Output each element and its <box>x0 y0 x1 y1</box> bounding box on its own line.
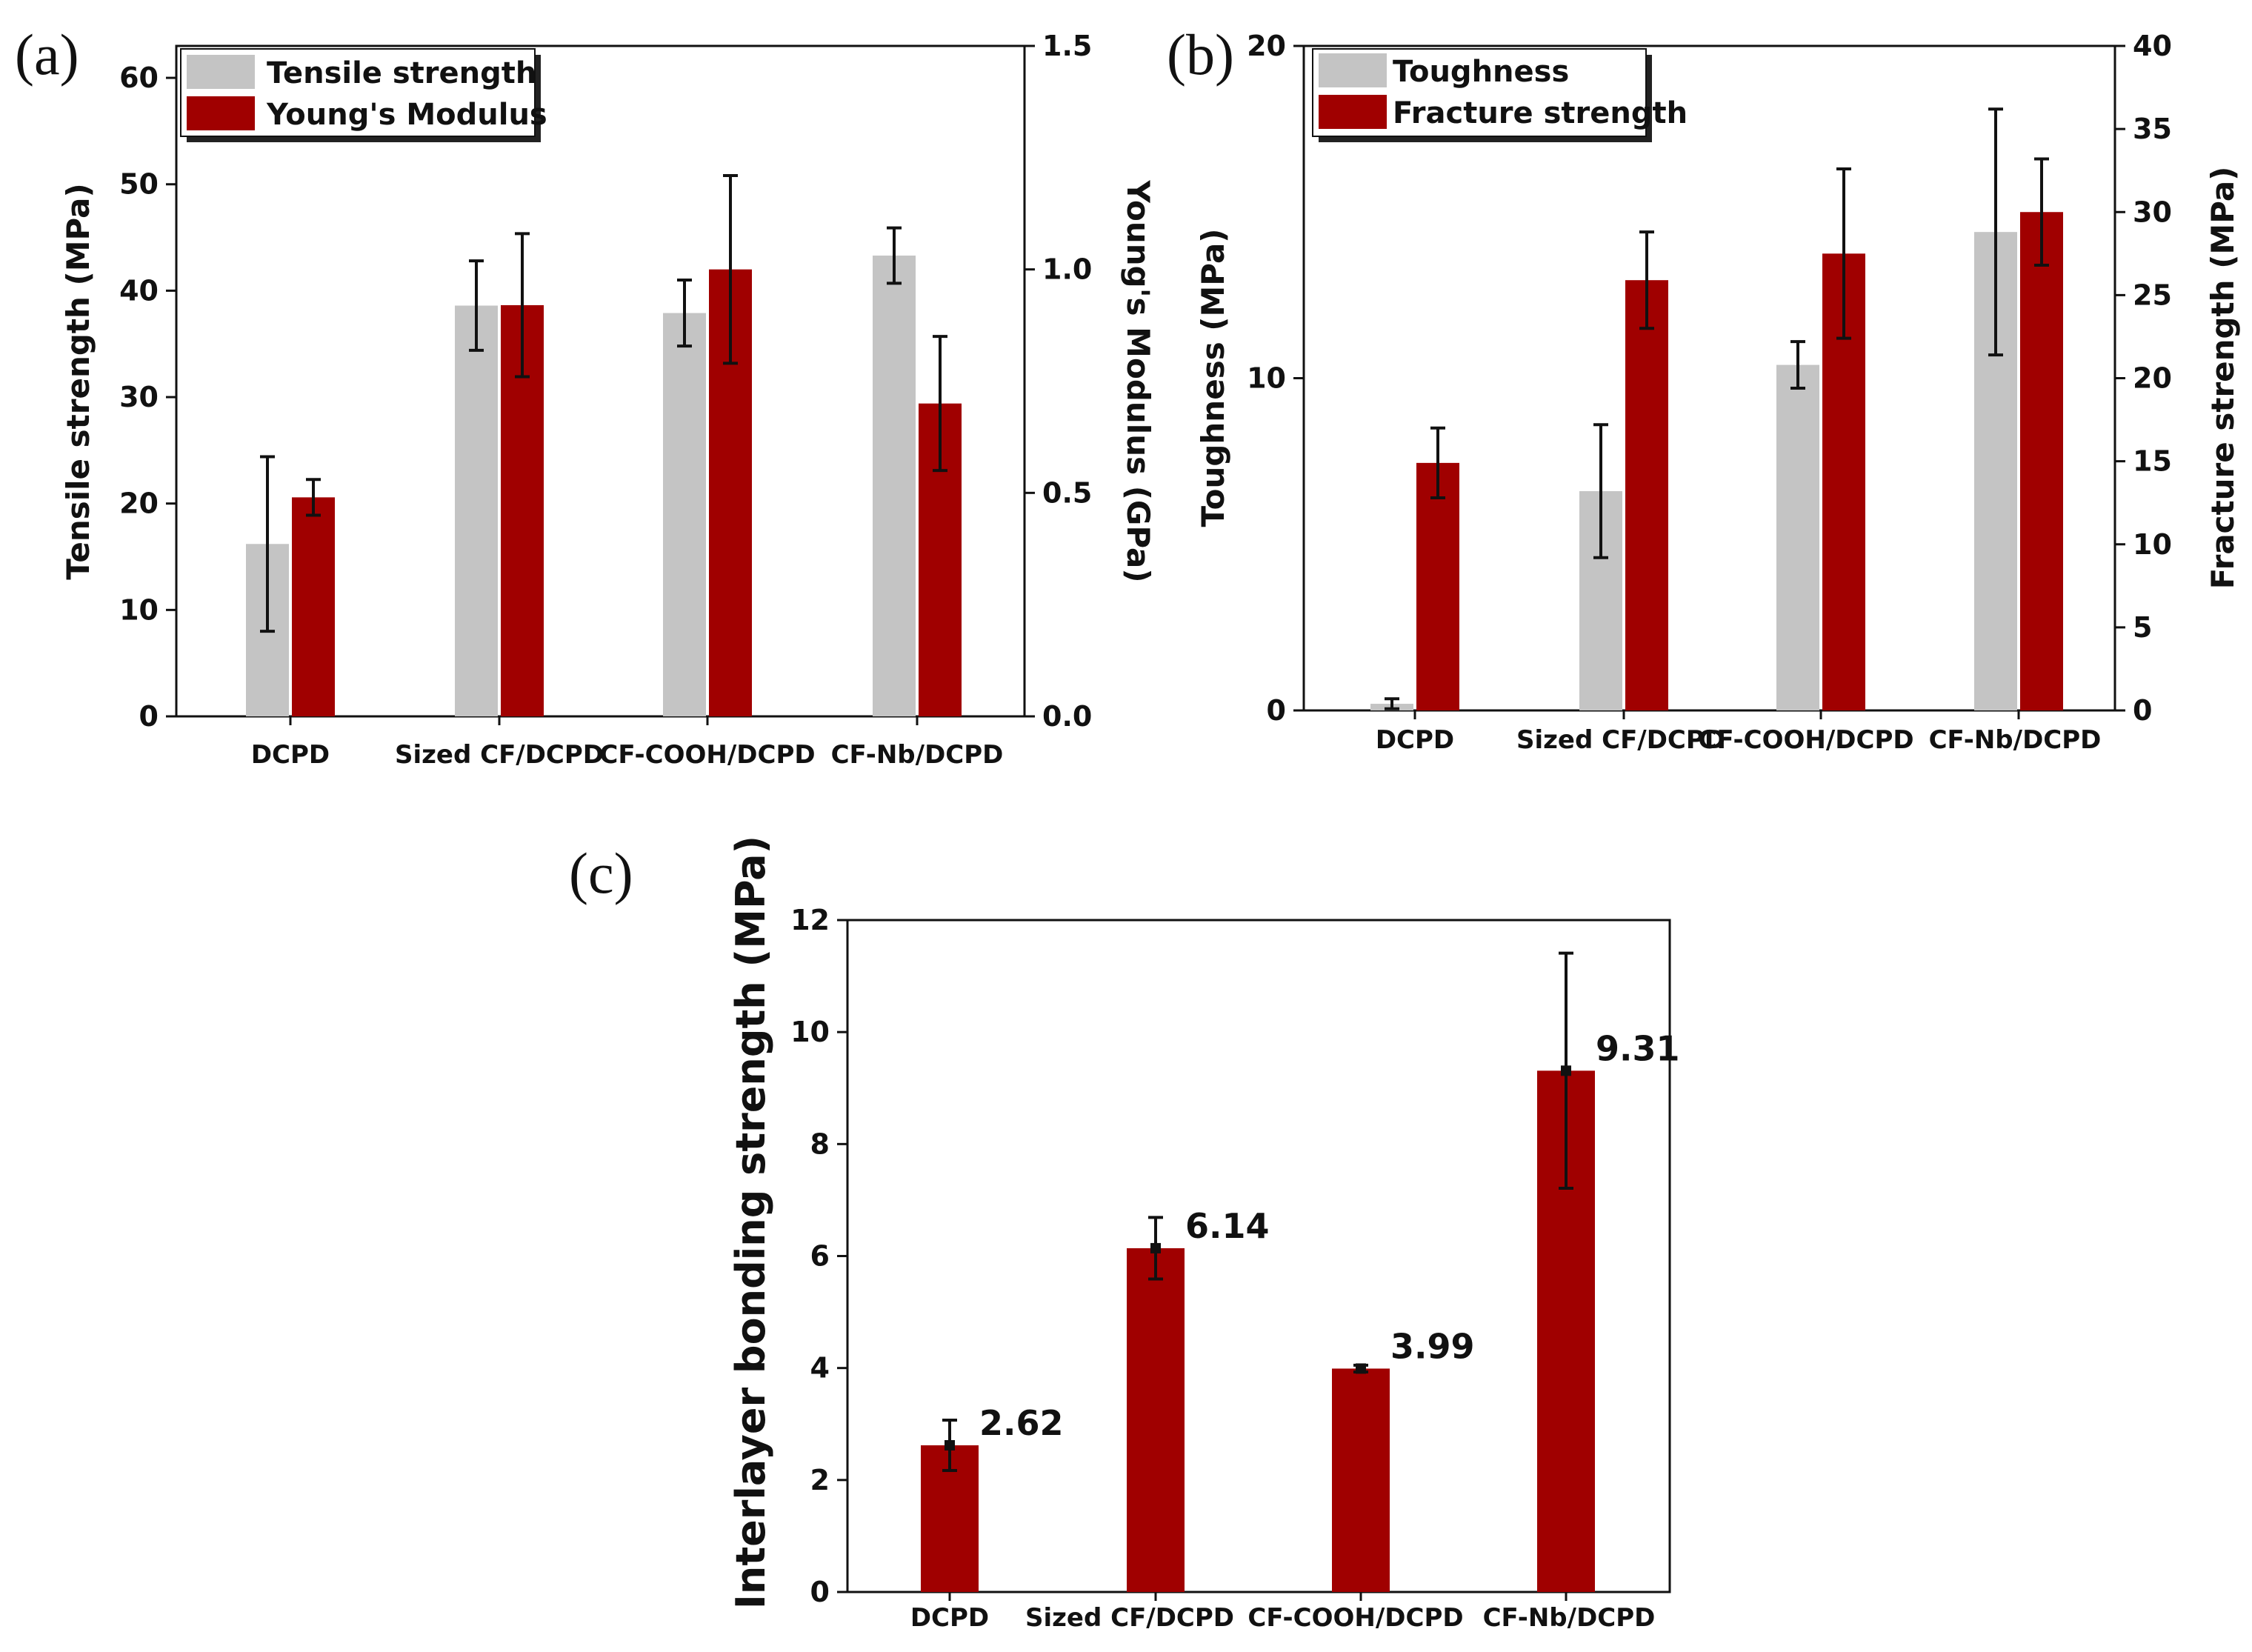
panel-a-tick-label-left: 10 <box>119 593 159 626</box>
panel-a-tick-label-right: 1.0 <box>1042 253 1092 286</box>
panel-c: (c) Interlayer bonding strength (MPa) 0 2… <box>569 836 1680 1633</box>
panel-a-tick-label-right: 0.5 <box>1042 476 1092 509</box>
panel-a-category-dcpd: DCPD <box>251 740 330 770</box>
legend-label-toughness: Toughness <box>1393 55 1569 89</box>
panel-b-bar-fracture-strength-sized-cf-dcpd <box>1625 280 1668 710</box>
panel-c-tick-label-left: 4 <box>810 1352 830 1385</box>
panel-b-bars <box>1370 107 2063 710</box>
panel-b-bar-toughness-cf-cooh-dcpd <box>1776 364 1819 710</box>
panel-a-tick-label-right: 1.5 <box>1042 30 1092 62</box>
panel-c-bar-cf-nb-dcpd-mean-marker <box>1561 1065 1571 1076</box>
panel-c-category-cf-nb-dcpd: CF-Nb/DCPD <box>1483 1603 1656 1633</box>
panel-b-tick-label-right: 0 <box>2133 694 2152 727</box>
panel-a-bar-tensile-strength-cf-nb-dcpd <box>873 255 916 716</box>
panel-c-bar-sized-cf-dcpd-mean-marker <box>1150 1242 1161 1253</box>
panel-b-tick-label-right: 40 <box>2133 30 2172 62</box>
panel-c-bar-cf-cooh-dcpd-mean-marker <box>1356 1363 1366 1374</box>
panel-c-bar-cf-nb-dcpd-value-label: 9.31 <box>1596 1028 1680 1068</box>
panel-c-tick-label-left: 10 <box>790 1016 830 1048</box>
panel-b-ylabel-right: Fracture strength (MPa) <box>2205 167 2241 590</box>
panel-c-bar-sized-cf-dcpd <box>1127 1248 1185 1592</box>
panel-a-tick-label-left: 20 <box>119 487 159 520</box>
panel-b-label: (b) <box>1167 22 1234 87</box>
legend-label-fracture-strength: Fracture strength <box>1393 96 1688 130</box>
panel-a-tick-label-right: 0.0 <box>1042 700 1092 733</box>
panel-b-tick-label-left: 10 <box>1247 362 1286 395</box>
panel-a-legend: Tensile strength Young's Modulus <box>180 48 547 142</box>
panel-c-categories: DCPD Sized CF/DCPD CF-COOH/DCPD CF-Nb/DCPD <box>910 1592 1656 1633</box>
panel-b-ylabel-left: Toughness (MPa) <box>1195 229 1231 527</box>
panel-c-category-sized-cf-dcpd: Sized CF/DCPD <box>1025 1603 1234 1633</box>
legend-swatch-fracture-strength <box>1319 95 1387 129</box>
panel-c-bar-cf-cooh-dcpd-value-label: 3.99 <box>1390 1326 1475 1366</box>
panel-b-yticks-right: 0 5 10 15 20 25 30 35 40 <box>2115 30 2172 727</box>
panel-a-bar-tensile-strength-cf-cooh-dcpd <box>663 313 706 717</box>
panel-b-tick-label-right: 20 <box>2133 362 2172 395</box>
panel-c-label: (c) <box>569 841 633 905</box>
panel-a-tick-label-left: 30 <box>119 381 159 413</box>
panel-a-tick-label-left: 50 <box>119 168 159 201</box>
panel-a-category-cf-cooh-dcpd: CF-COOH/DCPD <box>599 740 815 770</box>
panel-b-tick-label-right: 15 <box>2133 445 2172 478</box>
panel-c-category-cf-cooh-dcpd: CF-COOH/DCPD <box>1247 1603 1463 1633</box>
panel-b-tick-label-right: 35 <box>2133 113 2172 145</box>
panel-b-tick-label-right: 30 <box>2133 196 2172 228</box>
legend-swatch-toughness <box>1319 53 1387 87</box>
panel-a-label: (a) <box>15 22 79 87</box>
panel-a-bar-young-s-modulus-dcpd <box>292 497 335 716</box>
panel-b: (b) Toughness (MPa) Fracture strength (M… <box>1167 22 2241 755</box>
panel-b-category-cf-nb-dcpd: CF-Nb/DCPD <box>1929 725 2102 755</box>
panel-b-tick-label-right: 10 <box>2133 528 2172 561</box>
panel-b-tick-label-left: 0 <box>1267 694 1286 727</box>
panel-b-category-dcpd: DCPD <box>1376 725 1454 755</box>
panel-c-tick-label-left: 8 <box>810 1128 830 1160</box>
panel-a-category-cf-nb-dcpd: CF-Nb/DCPD <box>831 740 1004 770</box>
panel-a-bars <box>246 173 962 717</box>
panel-a-ylabel-right: Young's Modulus (GPa) <box>1120 179 1156 582</box>
panel-c-bar-dcpd-value-label: 2.62 <box>979 1403 1064 1443</box>
panel-b-category-sized-cf-dcpd: Sized CF/DCPD <box>1516 725 1725 755</box>
legend-label-tensile-strength: Tensile strength <box>267 56 536 90</box>
legend-label-youngs-modulus: Young's Modulus <box>266 98 547 132</box>
panel-a-tick-label-left: 0 <box>139 700 159 733</box>
panel-c-category-dcpd: DCPD <box>910 1603 989 1633</box>
panel-b-tick-label-right: 5 <box>2133 611 2152 644</box>
panel-b-yticks-left: 0 10 20 <box>1247 30 1304 727</box>
panel-c-bar-dcpd-mean-marker <box>945 1439 955 1451</box>
panel-c-tick-label-left: 6 <box>810 1240 830 1273</box>
panel-c-tick-label-left: 2 <box>810 1464 830 1496</box>
panel-b-category-cf-cooh-dcpd: CF-COOH/DCPD <box>1698 725 1913 755</box>
panel-b-tick-label-right: 25 <box>2133 279 2172 311</box>
panel-c-bar-sized-cf-dcpd-value-label: 6.14 <box>1185 1206 1270 1246</box>
panel-c-tick-label-left: 0 <box>810 1576 830 1608</box>
panel-b-tick-label-left: 20 <box>1247 30 1286 62</box>
panel-a-tick-label-left: 40 <box>119 274 159 307</box>
panel-a-tick-label-left: 60 <box>119 61 159 94</box>
panel-b-bar-fracture-strength-cf-nb-dcpd <box>2020 212 2063 710</box>
panel-a-bar-tensile-strength-sized-cf-dcpd <box>455 305 498 716</box>
legend-swatch-tensile-strength <box>187 55 255 89</box>
panel-b-legend: Toughness Fracture strength <box>1312 48 1688 142</box>
panel-c-ylabel: Interlayer bonding strength (MPa) <box>727 836 774 1609</box>
panel-c-bar-cf-cooh-dcpd <box>1332 1368 1390 1592</box>
panel-a-ylabel-left: Tensile strength (MPa) <box>60 183 96 579</box>
panel-a: (a) Tensile strength (MPa) Young's Modul… <box>15 22 1156 770</box>
panel-a-plot-frame <box>175 44 1026 718</box>
panel-c-tick-label-left: 12 <box>790 904 830 936</box>
panel-b-bar-fracture-strength-dcpd <box>1416 462 1459 710</box>
panel-c-yticks: 0 2 4 6 8 10 12 <box>790 904 847 1608</box>
panel-a-yticks-right: 0.0 0.5 1.0 1.5 <box>1025 30 1092 733</box>
legend-swatch-youngs-modulus <box>187 96 255 130</box>
panel-a-category-sized-cf-dcpd: Sized CF/DCPD <box>395 740 604 770</box>
panel-c-bars: 2.62 6.14 3.99 9.31 <box>921 951 1680 1592</box>
panel-a-yticks-left: 0 10 20 30 40 50 60 <box>119 61 176 733</box>
